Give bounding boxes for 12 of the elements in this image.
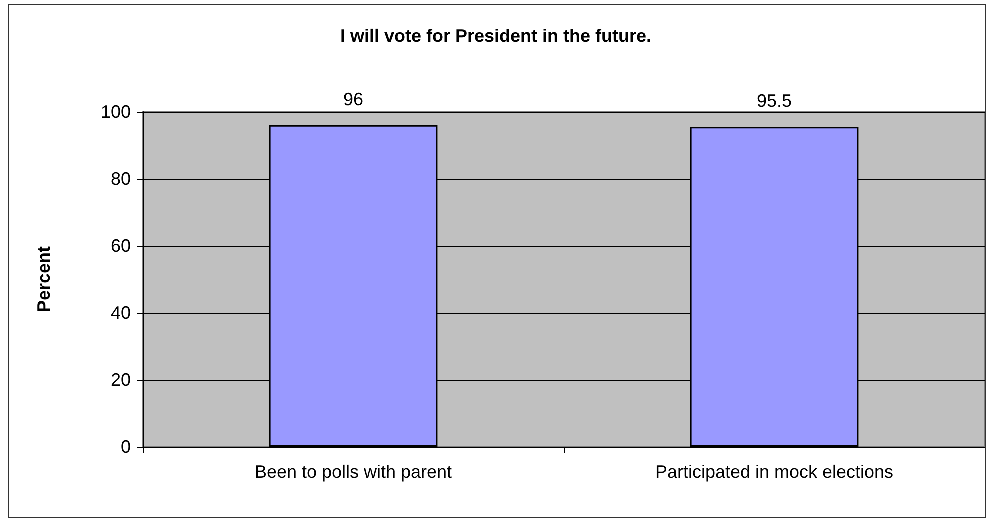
x-tick-label: Been to polls with parent [254, 462, 452, 482]
data-label: 96 [343, 89, 364, 110]
y-tick-label: 40 [110, 303, 131, 323]
y-tick-label: 80 [110, 169, 131, 189]
y-tick-label: 100 [100, 102, 131, 122]
y-tick-label: 0 [120, 437, 131, 457]
y-tick-label: 20 [110, 370, 131, 390]
data-label: 95.5 [756, 91, 792, 112]
y-axis-title: Percent [34, 246, 54, 313]
x-tick-label: Participated in mock elections [655, 462, 894, 482]
y-tick-label: 60 [110, 236, 131, 256]
chart-title: I will vote for President in the future. [340, 26, 652, 46]
